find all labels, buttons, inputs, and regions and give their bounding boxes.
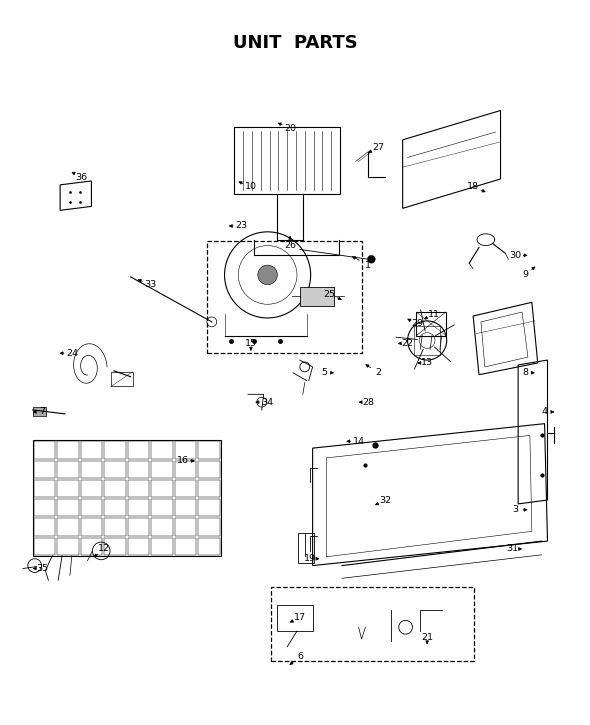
Text: 8: 8 xyxy=(522,368,528,377)
Bar xyxy=(34,442,55,459)
Bar xyxy=(175,442,196,459)
Bar xyxy=(34,499,55,516)
Text: 35: 35 xyxy=(37,564,48,573)
Text: 30: 30 xyxy=(509,251,522,260)
Text: 34: 34 xyxy=(261,397,274,407)
Bar xyxy=(57,480,78,497)
Text: 20: 20 xyxy=(284,123,296,133)
Bar xyxy=(151,499,173,516)
Bar xyxy=(34,537,55,555)
Text: 1: 1 xyxy=(365,260,371,270)
Bar xyxy=(34,480,55,497)
Text: 29: 29 xyxy=(411,319,424,328)
Bar xyxy=(198,480,219,497)
Text: 10: 10 xyxy=(245,182,257,191)
Text: 31: 31 xyxy=(506,544,519,553)
Text: 2: 2 xyxy=(375,368,381,377)
Bar xyxy=(198,537,219,555)
Bar xyxy=(175,537,196,555)
Bar xyxy=(151,537,173,555)
Text: 13: 13 xyxy=(421,358,433,368)
Circle shape xyxy=(258,265,277,285)
Bar xyxy=(198,518,219,536)
Bar xyxy=(127,518,149,536)
Text: 11: 11 xyxy=(428,310,440,318)
Bar xyxy=(151,442,173,459)
Bar xyxy=(81,537,102,555)
Bar xyxy=(151,518,173,536)
Bar xyxy=(198,442,219,459)
Bar xyxy=(32,440,221,556)
Bar xyxy=(57,460,78,478)
Text: 16: 16 xyxy=(176,456,188,465)
Bar xyxy=(127,499,149,516)
Bar xyxy=(198,499,219,516)
Bar xyxy=(151,480,173,497)
Bar xyxy=(81,499,102,516)
Text: 33: 33 xyxy=(144,280,156,289)
Text: 24: 24 xyxy=(66,349,78,357)
Text: 26: 26 xyxy=(284,241,296,250)
Text: 7: 7 xyxy=(40,407,45,416)
Text: 21: 21 xyxy=(421,632,433,642)
Bar xyxy=(417,312,445,336)
Bar xyxy=(32,407,47,416)
Bar xyxy=(127,460,149,478)
Bar xyxy=(151,460,173,478)
Bar xyxy=(127,480,149,497)
Bar xyxy=(104,480,126,497)
Bar xyxy=(81,480,102,497)
Text: 27: 27 xyxy=(372,143,384,152)
Bar xyxy=(104,499,126,516)
Text: 25: 25 xyxy=(323,290,335,299)
Text: 36: 36 xyxy=(76,173,88,181)
Bar xyxy=(127,442,149,459)
Text: 5: 5 xyxy=(322,368,327,377)
Bar xyxy=(207,241,362,353)
Bar xyxy=(34,460,55,478)
Bar xyxy=(81,460,102,478)
Bar xyxy=(57,442,78,459)
Circle shape xyxy=(368,255,375,263)
Bar xyxy=(127,537,149,555)
Text: 14: 14 xyxy=(353,436,365,446)
Bar xyxy=(57,537,78,555)
Bar xyxy=(104,442,126,459)
Text: 17: 17 xyxy=(294,613,306,622)
Bar xyxy=(104,460,126,478)
Bar xyxy=(104,537,126,555)
Text: 28: 28 xyxy=(362,397,375,407)
Text: 9: 9 xyxy=(522,270,528,279)
Bar xyxy=(198,460,219,478)
Text: 18: 18 xyxy=(467,182,479,191)
Text: 15: 15 xyxy=(245,339,257,348)
Text: 3: 3 xyxy=(512,505,518,514)
Bar xyxy=(175,460,196,478)
Bar xyxy=(175,480,196,497)
Text: 6: 6 xyxy=(297,652,303,661)
Text: 19: 19 xyxy=(304,554,316,563)
Bar xyxy=(81,518,102,536)
Bar xyxy=(175,518,196,536)
Text: 22: 22 xyxy=(402,339,414,348)
Bar xyxy=(414,326,440,355)
Bar xyxy=(298,534,314,563)
Bar xyxy=(57,518,78,536)
Bar xyxy=(57,499,78,516)
Text: UNIT  PARTS: UNIT PARTS xyxy=(232,34,358,52)
Bar xyxy=(300,286,334,306)
Text: 32: 32 xyxy=(379,495,391,505)
Text: 4: 4 xyxy=(542,407,548,416)
Bar xyxy=(104,518,126,536)
Bar xyxy=(175,499,196,516)
Text: 12: 12 xyxy=(98,544,110,553)
Text: 23: 23 xyxy=(235,221,247,231)
Bar xyxy=(81,442,102,459)
Bar xyxy=(234,127,340,194)
Bar xyxy=(111,372,133,386)
Bar xyxy=(271,587,474,660)
Bar xyxy=(34,518,55,536)
